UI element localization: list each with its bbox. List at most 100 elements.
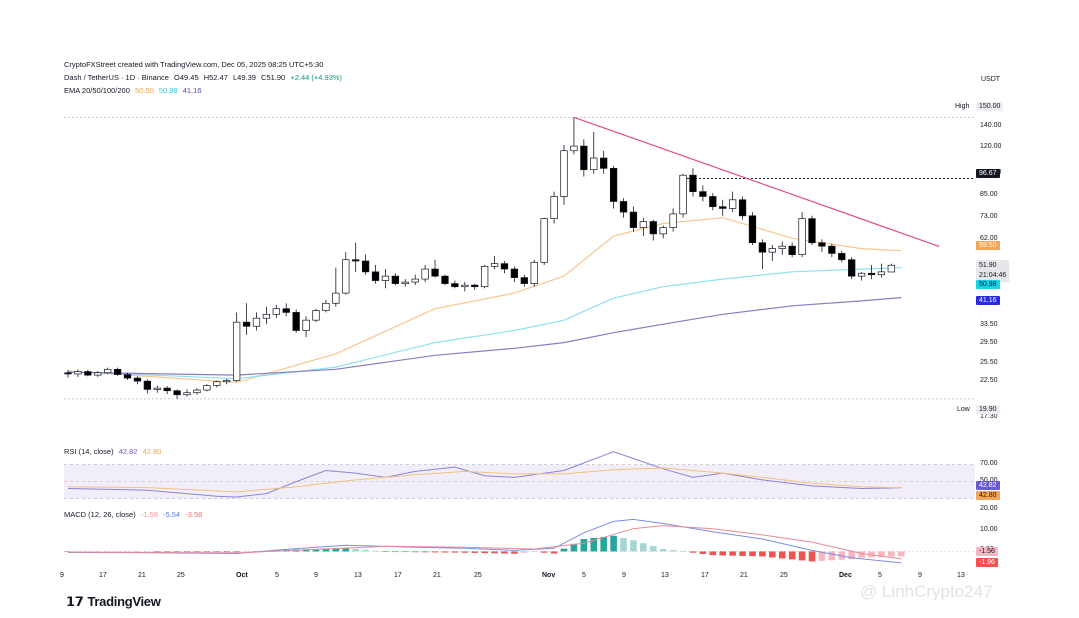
candle-body <box>689 174 697 192</box>
macd-line <box>67 518 902 564</box>
macd-histogram-bar <box>808 551 816 562</box>
ohlc-high: H52.47 <box>203 73 228 82</box>
candle-body <box>352 259 360 262</box>
candle-body <box>679 174 687 215</box>
candle-body <box>590 157 598 171</box>
macd-histogram-bar <box>342 548 350 552</box>
ema100-value: 41.16 <box>182 86 202 95</box>
price-tick-label: 33.50 <box>980 321 998 329</box>
macd-histogram-bar <box>173 551 181 553</box>
macd-histogram-bar <box>441 551 449 553</box>
time-tick-label: 13 <box>354 572 362 579</box>
ema-legend-label: EMA 20/50/100/200 <box>64 86 130 95</box>
time-tick-label: Dec <box>839 572 852 579</box>
candle-body <box>272 308 280 315</box>
candle-body <box>510 268 519 278</box>
tradingview-mark-icon: 𝟭𝟳 <box>66 594 84 609</box>
macd-hist-value: -1.58 <box>140 510 158 519</box>
macd-histogram-bar <box>659 548 667 552</box>
candle-body <box>213 381 221 386</box>
candle-body <box>838 253 846 261</box>
macd-histogram-bar <box>243 551 250 553</box>
last-price-tag: 51.90 21:04:46 <box>976 260 1010 282</box>
candle-body <box>153 387 161 390</box>
macd-histogram-bar <box>788 551 796 560</box>
candle-body <box>203 385 211 391</box>
rsi-ma-value: 42.80 <box>142 447 162 456</box>
candle-body <box>123 374 132 379</box>
candle-body <box>401 281 409 284</box>
macd-histogram-bar <box>669 550 677 552</box>
candle-body <box>312 310 320 321</box>
macd-hist-tag: -1.56 <box>976 547 998 556</box>
time-tick-label: Oct <box>236 572 248 579</box>
macd-histogram-bar <box>530 551 538 553</box>
candle-body <box>788 245 796 255</box>
macd-histogram-bar <box>233 551 240 553</box>
ohlc-change: +2.44 (+4.93%) <box>290 73 343 82</box>
candle-body <box>649 221 657 235</box>
macd-histogram-bar <box>540 551 548 553</box>
time-tick-label: 17 <box>394 572 402 579</box>
macd-histogram-bar <box>302 549 310 552</box>
time-tick-label: 25 <box>177 572 185 579</box>
macd-histogram-bar <box>858 551 865 558</box>
macd-histogram-bar <box>739 551 746 556</box>
candle-body <box>619 201 628 213</box>
ema20-price-tag: 59.50 <box>976 241 1000 250</box>
ema100-price-tag: 41.16 <box>976 296 1000 305</box>
macd-histogram-bar <box>213 551 221 553</box>
macd-histogram-bar <box>471 551 479 553</box>
candle-body <box>490 263 499 267</box>
macd-histogram-bar <box>719 551 727 556</box>
macd-histogram-bar <box>372 550 379 552</box>
candle-body <box>778 245 786 249</box>
macd-histogram-bar <box>481 551 488 554</box>
candle-body <box>669 213 677 228</box>
macd-line-value: -5.54 <box>163 510 181 519</box>
macd-histogram-bar <box>104 551 111 553</box>
macd-histogram-bar <box>183 551 191 553</box>
macd-histogram-bar <box>630 540 637 552</box>
time-tick-label: 9 <box>314 572 318 579</box>
price-tick-label: 140.00 <box>980 121 1002 129</box>
macd-histogram-bar <box>749 551 756 557</box>
rsi-ma-tag: 42.80 <box>976 491 1000 500</box>
candle-body <box>857 272 866 277</box>
time-tick-label: 21 <box>433 572 441 579</box>
candle-body <box>887 264 896 273</box>
rsi-label: RSI (14, close) <box>64 447 114 456</box>
candle-body <box>709 196 717 208</box>
macd-histogram-bar <box>322 548 330 552</box>
macd-histogram-bar <box>332 548 340 552</box>
candle-body <box>877 271 886 276</box>
macd-histogram-bar <box>352 548 359 552</box>
macd-histogram-bar <box>550 551 558 554</box>
watermark: @ LinhCrypto247 <box>860 582 993 601</box>
macd-histogram-bar <box>570 543 578 552</box>
candle-body <box>738 199 747 217</box>
candle-body <box>411 278 419 283</box>
macd-label: MACD (12, 26, close) <box>64 510 136 519</box>
macd-histogram-bar <box>114 551 121 553</box>
candle-body <box>580 145 588 171</box>
macd-histogram-bar <box>897 551 905 557</box>
macd-histogram-bar <box>124 551 131 553</box>
candle-body <box>183 392 191 396</box>
candle-body <box>302 319 310 331</box>
candle-body <box>461 284 469 288</box>
ema50-price-tag: 50.98 <box>976 280 1000 289</box>
candle-body <box>133 377 142 382</box>
macd-histogram-bar <box>501 551 508 554</box>
candle-body <box>431 268 439 277</box>
price-tick-label: 73.00 <box>980 212 998 220</box>
macd-histogram-bar <box>223 551 231 553</box>
candle-body <box>64 372 72 375</box>
candle-body <box>500 263 509 270</box>
macd-histogram-bar <box>818 551 826 561</box>
candle-body <box>530 261 538 284</box>
low-label: Low <box>957 406 970 413</box>
macd-histogram-bar <box>610 535 617 552</box>
macd-line-tag: -1.96 <box>976 558 998 567</box>
